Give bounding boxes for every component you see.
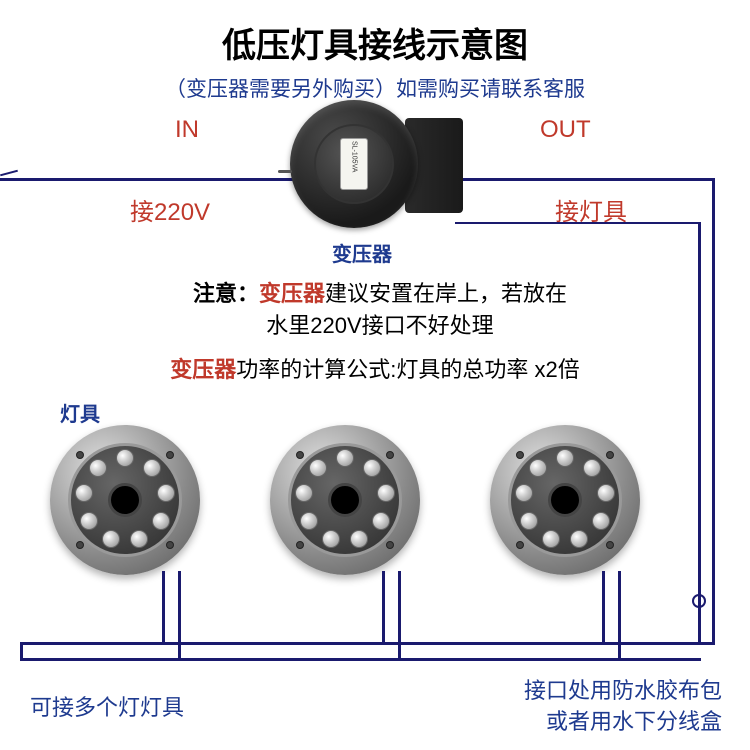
lamp-led <box>75 484 93 502</box>
wire-in-line <box>0 178 296 181</box>
lamp-screw <box>386 451 394 459</box>
lamp-drop-wire <box>162 571 165 642</box>
note-block: 注意：变压器建议安置在岸上，若放在 水里220V接口不好处理 <box>120 278 640 342</box>
lamp-fixture <box>490 425 640 575</box>
note-highlight: 变压器 <box>259 281 325 306</box>
wire-out-line2 <box>455 222 701 224</box>
bottom-right-text: 接口处用防水胶布包 或者用水下分线盒 <box>524 676 722 738</box>
diagram-title: 低压灯具接线示意图 <box>0 0 750 67</box>
lamp-drop-wire <box>382 571 385 642</box>
lamp-led <box>515 484 533 502</box>
lamp-drop-wire <box>178 571 181 658</box>
out-label: OUT <box>540 116 591 144</box>
lamp-screw <box>76 541 84 549</box>
wire-bus-bottom <box>20 642 715 645</box>
wire-bus-leftcap <box>20 642 23 660</box>
lamp-led <box>363 459 381 477</box>
wire-right-drop2 <box>698 224 701 644</box>
lamp-fixture <box>270 425 420 575</box>
wire-pigtail-left <box>0 170 18 177</box>
lamp-led <box>542 530 560 548</box>
formula-body: 功率的计算公式:灯具的总功率 x2倍 <box>236 357 579 382</box>
transformer-lead-left <box>278 170 292 173</box>
lamp-led <box>295 484 313 502</box>
lamp-center-hole <box>548 483 582 517</box>
lamp-led <box>89 459 107 477</box>
lamp-drop-wire <box>602 571 605 642</box>
lamp-center-hole <box>108 483 142 517</box>
lamp-screw <box>606 451 614 459</box>
lamp-screw <box>76 451 84 459</box>
transformer-plate: SL-105VA <box>340 138 368 190</box>
wire-right-drop <box>712 178 715 644</box>
junction-loop-icon <box>692 594 706 608</box>
transformer-label: 变压器 <box>332 238 392 267</box>
lamp-led <box>377 484 395 502</box>
lamp-led <box>556 449 574 467</box>
lamp-drop-wire <box>618 571 621 658</box>
lamp-led <box>116 449 134 467</box>
in-connection-label: 接220V <box>130 192 210 227</box>
lamp-led <box>80 512 98 530</box>
lamp-led <box>102 530 120 548</box>
lamp-led <box>309 459 327 477</box>
lamp-center-hole <box>328 483 362 517</box>
lamp-led <box>583 459 601 477</box>
subtitle-part1: （变压器需要另外购买） <box>165 78 396 101</box>
formula-highlight: 变压器 <box>170 357 236 382</box>
diagram-subtitle: （变压器需要另外购买）如需购买请联系客服 <box>0 73 750 103</box>
lamp-led <box>322 530 340 548</box>
note-body-line2: 水里220V接口不好处理 <box>266 313 493 338</box>
lamp-fixture <box>50 425 200 575</box>
transformer-graphic: SL-105VA <box>290 100 460 230</box>
lamp-led <box>597 484 615 502</box>
lamp-led <box>300 512 318 530</box>
lamp-screw <box>166 451 174 459</box>
lamp-led <box>336 449 354 467</box>
note-body-line1: 建议安置在岸上，若放在 <box>325 281 567 306</box>
subtitle-part2: 如需购买请联系客服 <box>396 78 585 101</box>
bottom-left-text: 可接多个灯灯具 <box>30 690 184 722</box>
wire-bus-bottom2 <box>20 658 701 661</box>
lamp-screw <box>516 541 524 549</box>
lamp-led <box>157 484 175 502</box>
bottom-right-line2: 或者用水下分线盒 <box>524 707 722 738</box>
lamp-label: 灯具 <box>60 398 100 427</box>
note-prefix: 注意： <box>193 281 259 306</box>
bottom-right-line1: 接口处用防水胶布包 <box>524 676 722 707</box>
lamp-screw <box>516 451 524 459</box>
lamp-led <box>143 459 161 477</box>
lamp-screw <box>296 451 304 459</box>
lamp-led <box>529 459 547 477</box>
formula-line: 变压器功率的计算公式:灯具的总功率 x2倍 <box>90 352 660 384</box>
in-label: IN <box>175 116 199 144</box>
lamp-drop-wire <box>398 571 401 658</box>
wire-out-line <box>455 178 715 181</box>
lamp-led <box>520 512 538 530</box>
lamp-screw <box>296 541 304 549</box>
